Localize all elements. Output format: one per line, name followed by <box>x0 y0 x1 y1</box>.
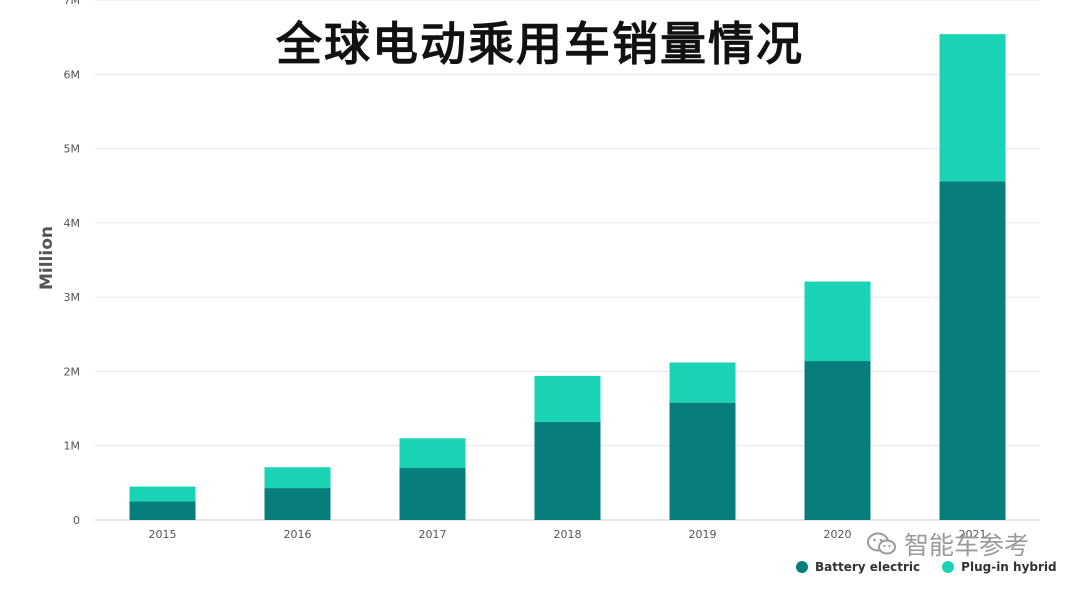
bar-plug-in-hybrid-2021 <box>939 34 1006 182</box>
bar-battery-electric-2017 <box>399 468 466 520</box>
bar-plug-in-hybrid-2020 <box>804 281 871 362</box>
bar-battery-electric-2015 <box>129 501 196 520</box>
legend-item-battery-electric: Battery electric <box>796 560 920 574</box>
legend-label-battery-electric: Battery electric <box>815 560 921 574</box>
x-tick-label: 2019 <box>689 528 717 541</box>
y-tick-label: 0 <box>73 514 80 527</box>
watermark: 智能车参考 <box>866 526 1029 562</box>
legend-swatch-battery-electric <box>796 561 808 573</box>
bar-plug-in-hybrid-2015 <box>129 486 196 502</box>
legend-swatch-plug-in-hybrid <box>942 561 955 573</box>
bar-battery-electric-2020 <box>804 361 871 520</box>
legend-label-plug-in-hybrid: Plug-in hybrid <box>961 560 1057 574</box>
bar-plug-in-hybrid-2019 <box>669 362 736 403</box>
legend: Battery electric Plug-in hybrid <box>796 560 1057 574</box>
wechat-icon <box>867 532 896 555</box>
x-tick-label: 2017 <box>419 528 447 541</box>
bar-plug-in-hybrid-2018 <box>534 375 601 422</box>
legend-item-plug-in-hybrid: Plug-in hybrid <box>942 560 1057 574</box>
bar-plug-in-hybrid-2016 <box>264 467 331 489</box>
x-tick-label: 2016 <box>284 528 312 541</box>
bar-battery-electric-2019 <box>669 402 736 520</box>
y-tick-label: 5M <box>64 143 81 156</box>
y-tick-label: 6M <box>64 68 81 81</box>
bar-battery-electric-2021 <box>939 181 1006 520</box>
x-tick-label: 2021 <box>959 528 987 541</box>
x-tick-label: 2020 <box>824 528 852 541</box>
y-axis-title: Million <box>37 226 57 290</box>
bar-battery-electric-2018 <box>534 421 601 520</box>
y-tick-label: 2M <box>64 365 81 378</box>
y-tick-label: 3M <box>64 291 81 304</box>
bar-plug-in-hybrid-2017 <box>399 438 466 468</box>
y-tick-label: 4M <box>64 217 81 230</box>
bar-battery-electric-2016 <box>264 488 331 520</box>
y-tick-label: 7M <box>64 0 81 7</box>
watermark-text: 智能车参考 <box>904 531 1030 560</box>
y-tick-label: 1M <box>64 440 81 453</box>
x-tick-label: 2018 <box>554 528 582 541</box>
x-tick-label: 2015 <box>149 528 177 541</box>
chart-title: 全球电动乘用车销量情况 <box>276 17 804 71</box>
